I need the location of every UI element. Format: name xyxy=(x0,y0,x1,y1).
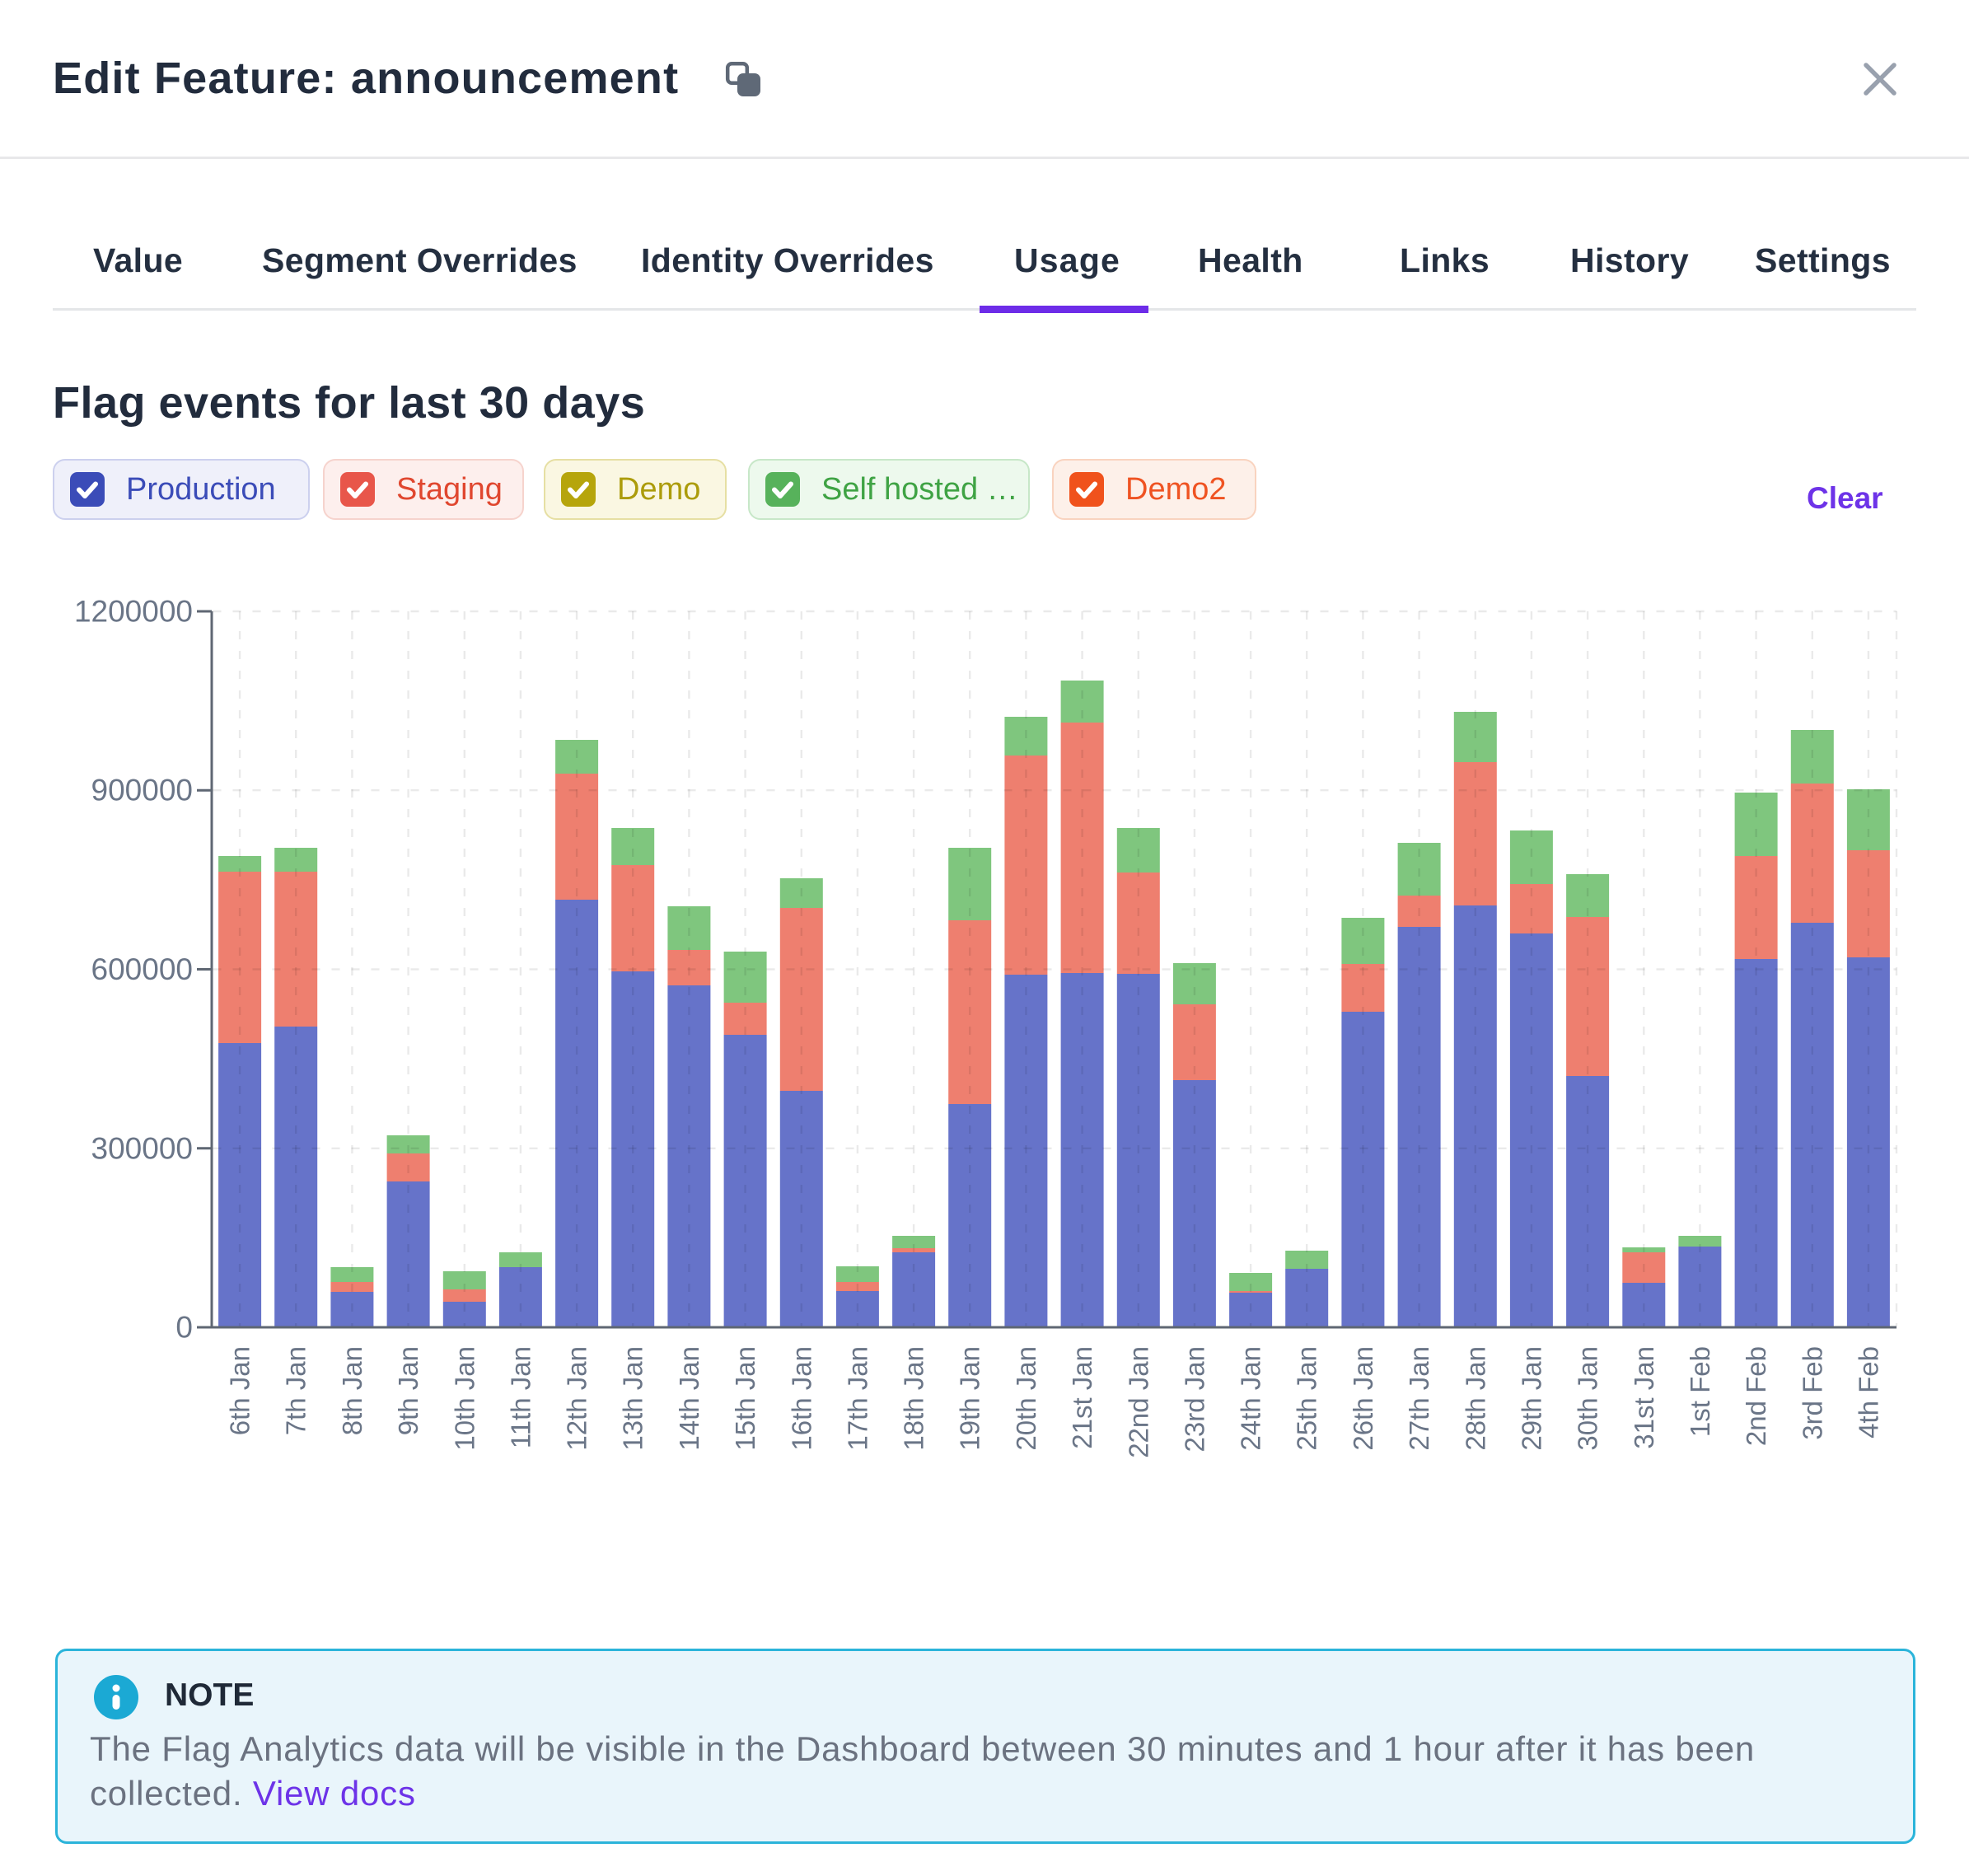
svg-text:21st Jan: 21st Jan xyxy=(1067,1346,1097,1449)
svg-text:14th Jan: 14th Jan xyxy=(674,1346,704,1451)
svg-text:2nd Feb: 2nd Feb xyxy=(1741,1346,1771,1446)
svg-text:11th Jan: 11th Jan xyxy=(505,1346,536,1448)
svg-text:26th Jan: 26th Jan xyxy=(1348,1346,1378,1451)
svg-text:900000: 900000 xyxy=(91,774,193,807)
svg-text:20th Jan: 20th Jan xyxy=(1011,1346,1041,1451)
svg-text:10th Jan: 10th Jan xyxy=(449,1346,479,1451)
svg-text:1st Feb: 1st Feb xyxy=(1685,1346,1715,1437)
svg-text:18th Jan: 18th Jan xyxy=(899,1346,929,1451)
svg-text:12th Jan: 12th Jan xyxy=(562,1346,592,1451)
svg-text:6th Jan: 6th Jan xyxy=(225,1346,255,1435)
svg-text:7th Jan: 7th Jan xyxy=(281,1346,311,1435)
svg-text:23rd Jan: 23rd Jan xyxy=(1179,1346,1209,1452)
svg-text:1200000: 1200000 xyxy=(74,595,193,629)
svg-text:600000: 600000 xyxy=(91,952,193,986)
svg-text:3rd Feb: 3rd Feb xyxy=(1797,1346,1827,1440)
svg-text:28th Jan: 28th Jan xyxy=(1460,1346,1490,1451)
svg-text:29th Jan: 29th Jan xyxy=(1516,1346,1546,1451)
svg-text:25th Jan: 25th Jan xyxy=(1292,1346,1322,1451)
svg-text:4th Feb: 4th Feb xyxy=(1853,1346,1883,1439)
svg-text:24th Jan: 24th Jan xyxy=(1236,1346,1266,1451)
svg-text:0: 0 xyxy=(175,1311,193,1345)
svg-text:15th Jan: 15th Jan xyxy=(730,1346,760,1451)
svg-text:30th Jan: 30th Jan xyxy=(1573,1346,1603,1451)
svg-text:8th Jan: 8th Jan xyxy=(337,1346,367,1435)
svg-text:19th Jan: 19th Jan xyxy=(955,1346,985,1451)
svg-text:31st Jan: 31st Jan xyxy=(1629,1346,1659,1449)
svg-text:27th Jan: 27th Jan xyxy=(1404,1346,1434,1451)
svg-text:300000: 300000 xyxy=(91,1131,193,1165)
svg-text:17th Jan: 17th Jan xyxy=(842,1346,872,1451)
svg-text:9th Jan: 9th Jan xyxy=(393,1346,423,1435)
svg-text:13th Jan: 13th Jan xyxy=(618,1346,648,1451)
svg-text:22nd Jan: 22nd Jan xyxy=(1123,1346,1153,1458)
svg-text:16th Jan: 16th Jan xyxy=(786,1346,816,1451)
